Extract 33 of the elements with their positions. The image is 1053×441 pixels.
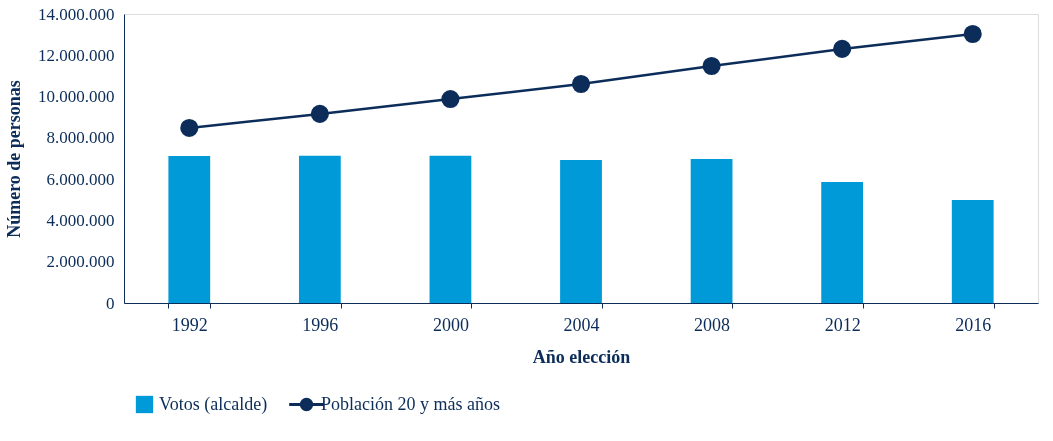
- bar: [690, 158, 733, 303]
- y-tick-label: 6.000.000: [46, 169, 115, 189]
- x-tick-label: 1992: [171, 314, 208, 335]
- x-tick-label: 2004: [563, 314, 600, 335]
- legend-label: Población 20 y más años: [321, 393, 500, 414]
- bar: [168, 156, 211, 303]
- point: [702, 56, 721, 76]
- bar: [821, 182, 864, 303]
- y-tick-label: 8.000.000: [46, 128, 115, 148]
- point: [441, 90, 460, 109]
- bar: [951, 199, 994, 303]
- point: [833, 39, 852, 58]
- x-tick-label: 1996: [302, 314, 339, 335]
- bar: [298, 155, 341, 303]
- x-tick-label: 2000: [432, 314, 469, 335]
- y-axis-title: Número de personas: [4, 80, 24, 238]
- x-axis-title: Año elección: [532, 346, 631, 367]
- x-tick-label: 2008: [694, 314, 731, 335]
- x-tick-label: 2012: [824, 314, 861, 335]
- y-tick-label: 0: [106, 293, 115, 313]
- point: [571, 74, 591, 94]
- y-tick-label: 2.000.000: [46, 252, 115, 272]
- y-tick-label: 10.000.000: [38, 87, 115, 107]
- x-tick-label: 2016: [955, 314, 992, 335]
- bar: [560, 159, 602, 303]
- point: [180, 118, 199, 137]
- legend-label: Votos (alcalde): [159, 393, 268, 415]
- point: [310, 104, 329, 123]
- y-tick-label: 14.000.000: [38, 4, 115, 24]
- y-tick-label: 12.000.000: [38, 45, 115, 65]
- bar: [429, 155, 472, 303]
- y-tick-label: 4.000.000: [46, 210, 115, 230]
- point: [963, 24, 982, 44]
